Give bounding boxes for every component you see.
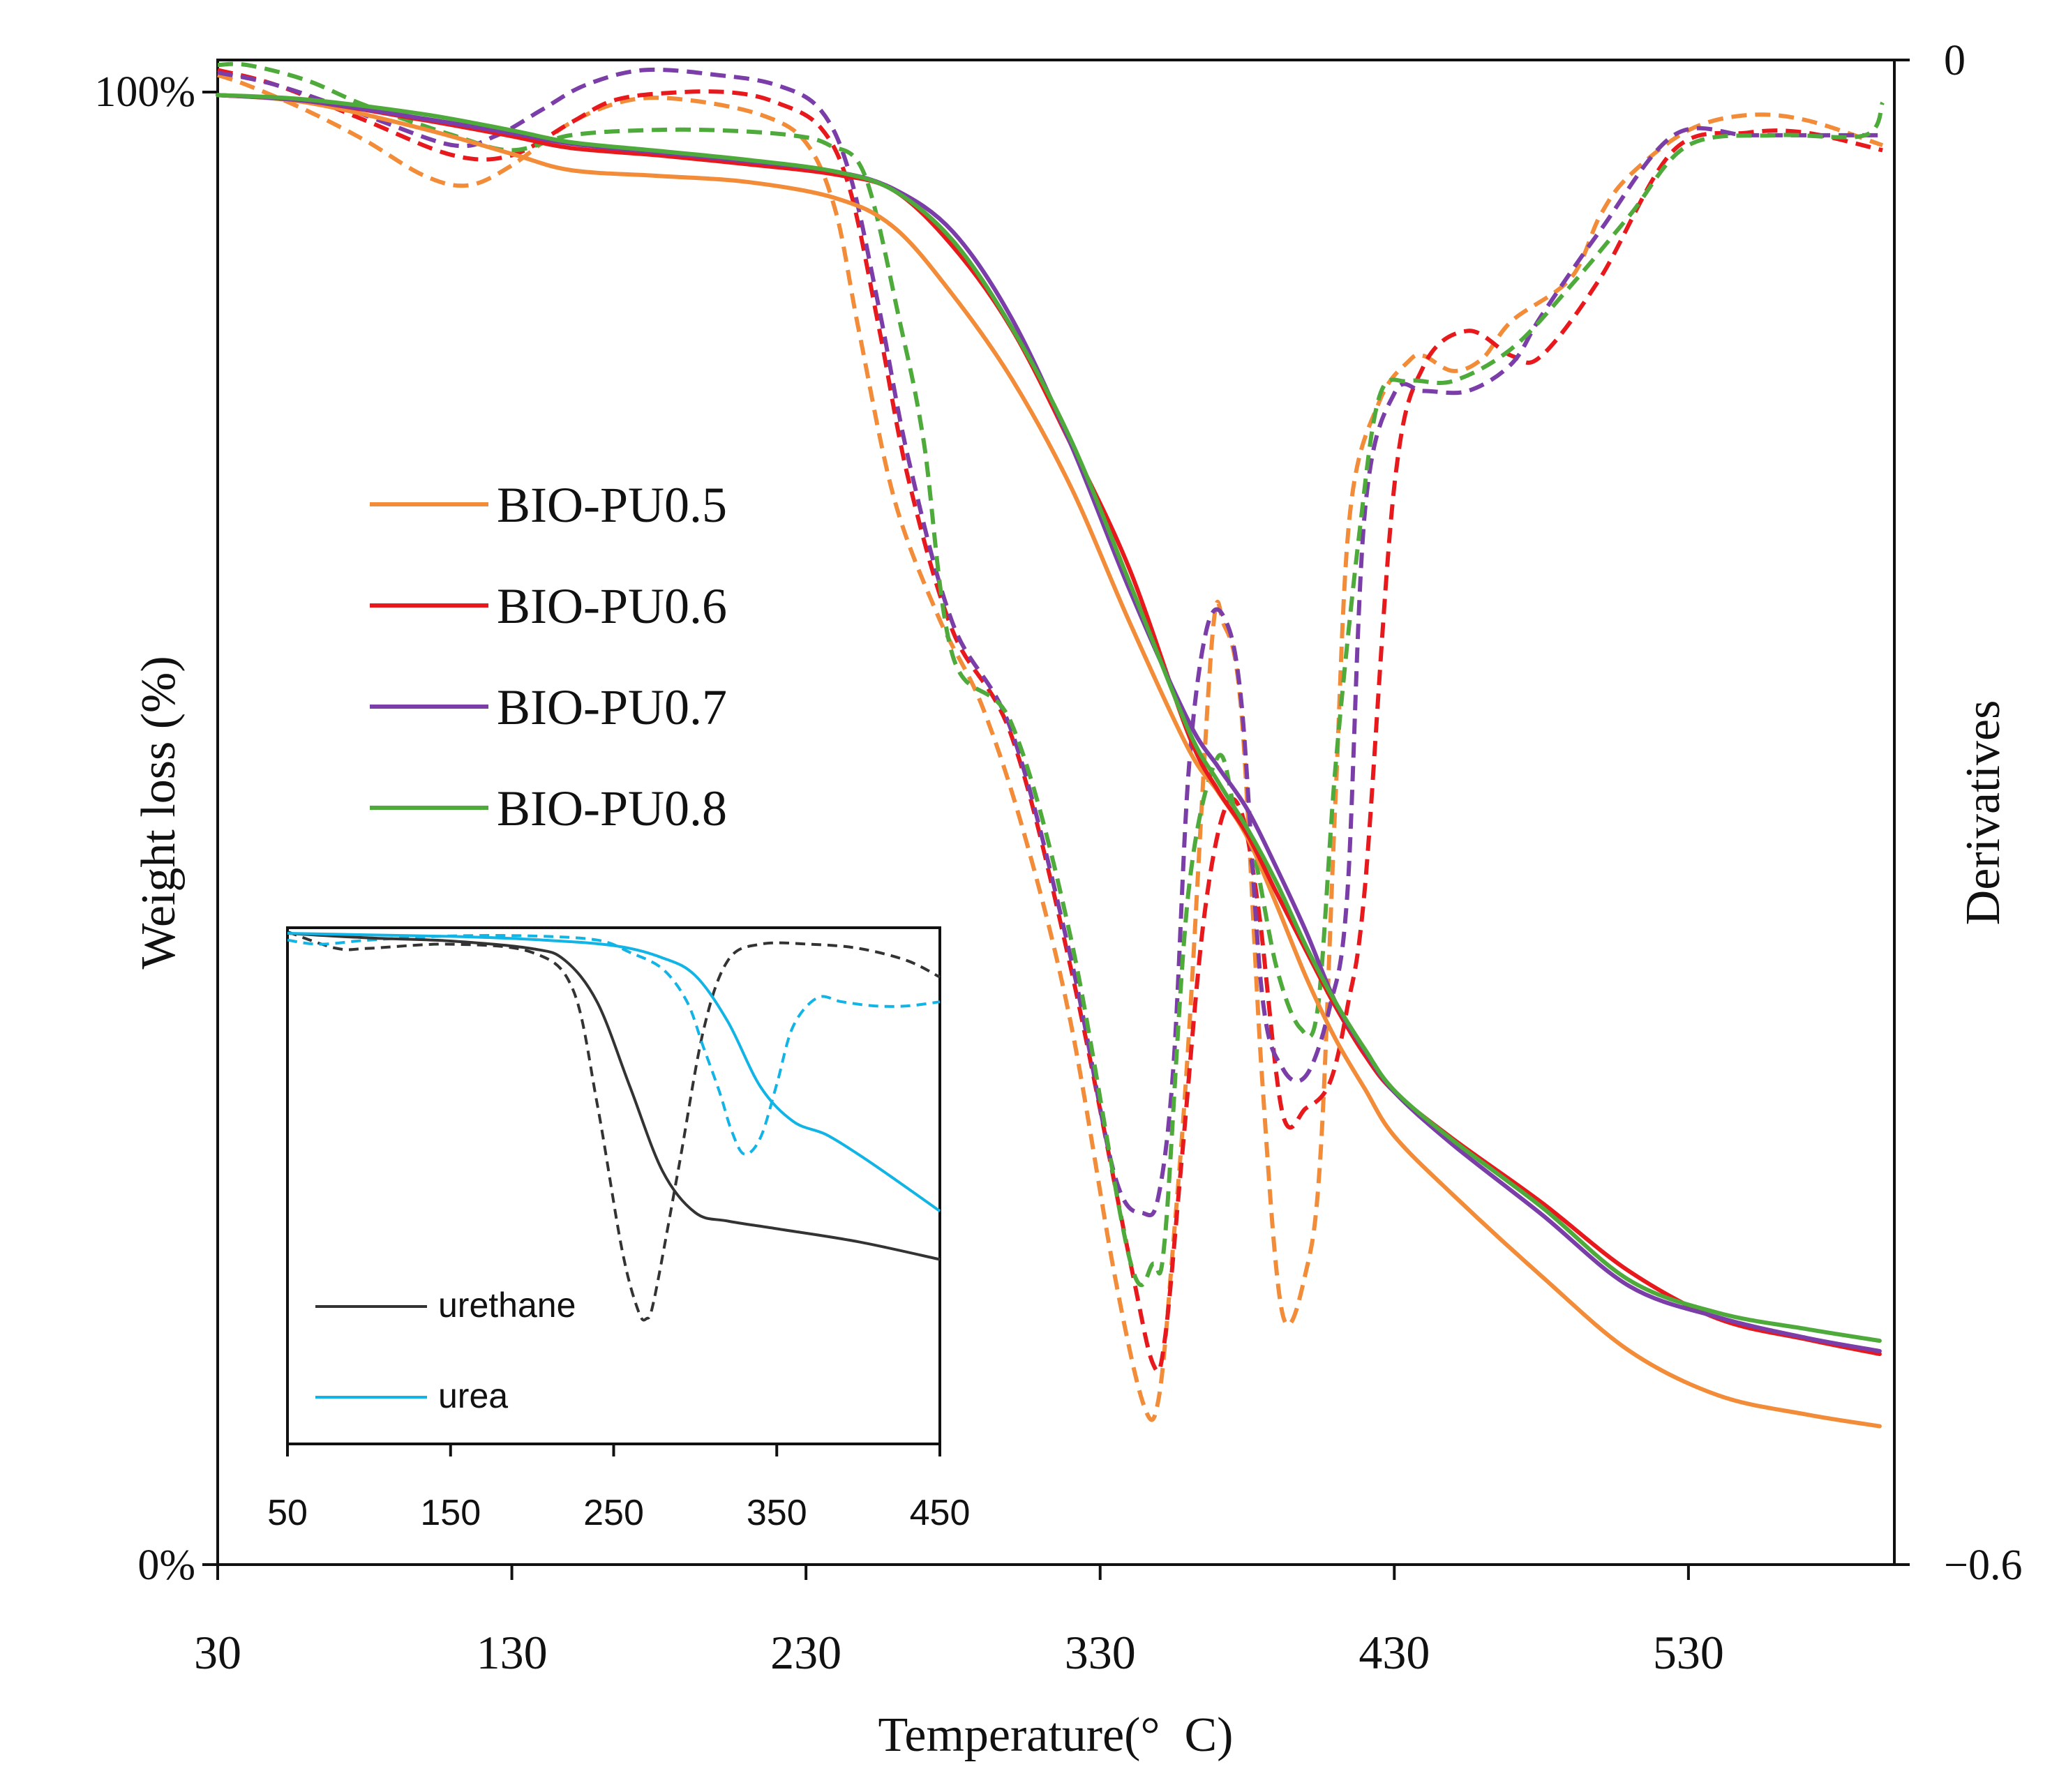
y-left-axis-title: Weight loss (%) xyxy=(132,656,186,969)
inset-series-lines xyxy=(287,931,941,1322)
y-right-tick-label-bottom: −0.6 xyxy=(1944,1542,2022,1589)
legend-label-bio-pu07: BIO-PU0.7 xyxy=(497,679,727,735)
derivative-line-bio-pu0-5 xyxy=(217,73,1884,1422)
x-axis-title: Temperature(° C) xyxy=(878,1708,1234,1762)
x-tick-label: 330 xyxy=(1065,1626,1136,1679)
x-axis-ticks: 30 130 230 330 430 530 xyxy=(194,1565,1724,1679)
x-tick-label: 130 xyxy=(477,1626,548,1679)
inset-derivative-line-urethane xyxy=(287,931,941,1322)
inset-legend-label-urethane: urethane xyxy=(438,1286,576,1325)
inset-x-tick-label: 50 xyxy=(267,1493,308,1533)
inset-x-tick-label: 350 xyxy=(747,1493,807,1533)
weight-loss-line-bio-pu0-5 xyxy=(216,93,1882,1429)
x-tick-label: 230 xyxy=(770,1626,841,1679)
main-plot-frame xyxy=(216,59,1896,1566)
y-right-tick-label-top: 0 xyxy=(1944,37,1966,84)
weight-loss-line-bio-pu0-8 xyxy=(216,93,1882,1343)
y-left-tick-label-top: 100% xyxy=(94,68,195,116)
inset-x-tick-label: 250 xyxy=(583,1493,644,1533)
legend-label-bio-pu05: BIO-PU0.5 xyxy=(497,477,727,533)
inset-legend-label-urea: urea xyxy=(438,1376,508,1415)
inset-frame xyxy=(286,926,941,1445)
y-right-axis-title: Derivatives xyxy=(1956,700,2010,926)
main-series-lines xyxy=(216,61,1885,1429)
legend-label-bio-pu08: BIO-PU0.8 xyxy=(497,781,727,836)
weight-loss-line-bio-pu0-6 xyxy=(216,93,1882,1357)
legend-label-bio-pu06: BIO-PU0.6 xyxy=(497,578,727,634)
legend: BIO-PU0.5 BIO-PU0.6 BIO-PU0.7 BIO-PU0.8 xyxy=(370,477,727,836)
x-tick-label: 530 xyxy=(1653,1626,1724,1679)
derivative-line-bio-pu0-6 xyxy=(217,68,1883,1373)
inset-x-axis-ticks: 50 150 250 350 450 xyxy=(267,1444,970,1533)
inset-chart: 50 150 250 350 450 urethane urea xyxy=(267,926,970,1533)
inset-weight-loss-line-urethane xyxy=(287,932,941,1261)
x-tick-label: 30 xyxy=(194,1626,241,1679)
inset-weight-loss-line-urea xyxy=(287,932,941,1212)
x-tick-label: 430 xyxy=(1358,1626,1430,1679)
inset-x-tick-label: 450 xyxy=(910,1493,971,1533)
derivative-line-bio-pu0-8 xyxy=(217,61,1885,1288)
derivative-line-bio-pu0-7 xyxy=(217,67,1883,1218)
inset-x-tick-label: 150 xyxy=(420,1493,481,1533)
y-left-tick-label-bottom: 0% xyxy=(137,1542,195,1589)
